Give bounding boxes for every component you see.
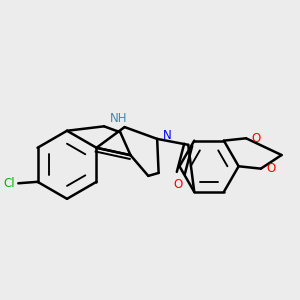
Text: Cl: Cl — [3, 177, 15, 190]
Text: O: O — [266, 162, 275, 175]
Text: O: O — [173, 178, 182, 191]
Text: O: O — [251, 132, 261, 145]
Text: N: N — [163, 129, 171, 142]
Text: NH: NH — [110, 112, 128, 125]
